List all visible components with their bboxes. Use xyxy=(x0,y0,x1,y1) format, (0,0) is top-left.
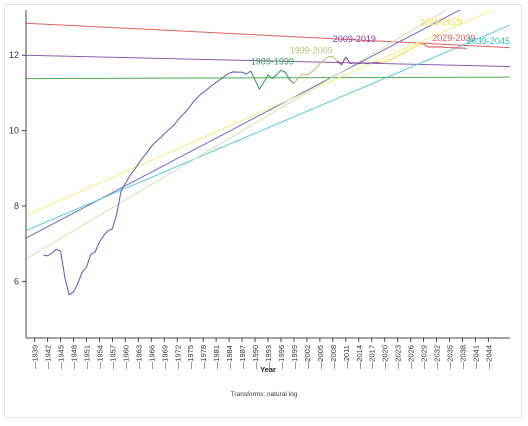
x-tick-label-2026: —2026 xyxy=(407,345,416,369)
x-tick-label-1999: —1999 xyxy=(290,345,299,369)
x-tick-label-1945: —1945 xyxy=(57,345,66,369)
trend-line-3 xyxy=(26,10,461,239)
x-tick-label-2017: —2017 xyxy=(368,345,377,369)
trend-line-4 xyxy=(26,10,495,216)
x-tick-label-1957: —1957 xyxy=(108,345,117,369)
x-tick-label-1978: —1978 xyxy=(199,345,208,369)
x-tick-label-2008: —2008 xyxy=(329,345,338,369)
x-tick-label-1981: —1981 xyxy=(212,345,221,369)
x-tick-label-2029: —2029 xyxy=(420,345,429,369)
y-tick-label-8: 8 xyxy=(14,201,19,211)
trend-line-1 xyxy=(26,54,510,68)
x-tick-label-2023: —2023 xyxy=(394,345,403,369)
series-line-2029-2039 xyxy=(423,43,467,50)
annotation-2029-2039: 2029-2039 xyxy=(432,33,475,43)
x-tick-label-1990: —1990 xyxy=(251,345,260,369)
annotation-1999-2009: 1999-2009 xyxy=(290,45,333,55)
x-tick-label-1960: —1960 xyxy=(121,345,130,369)
x-tick-label-1972: —1972 xyxy=(173,345,182,369)
x-tick-label-1939: —1939 xyxy=(31,345,40,369)
series-line-2009-2019 xyxy=(336,56,381,66)
x-tick-label-2035: —2035 xyxy=(446,345,455,369)
x-tick-label-1951: —1951 xyxy=(83,345,92,369)
annotation-2009-2019: 2009-2019 xyxy=(333,34,376,44)
x-tick-label-1993: —1993 xyxy=(264,345,273,369)
x-tick-label-1963: —1963 xyxy=(134,345,143,369)
x-tick-label-2002: —2002 xyxy=(303,345,312,369)
trend-line-5 xyxy=(26,24,510,232)
x-tick-label-1954: —1954 xyxy=(95,345,104,369)
x-tick-label-1948: —1948 xyxy=(70,345,79,369)
annotation-2019-2029: 2019-2029 xyxy=(419,17,462,27)
x-tick-label-1975: —1975 xyxy=(186,345,195,369)
series-line-1999-2009 xyxy=(293,56,338,84)
x-tick-label-2038: —2038 xyxy=(458,345,467,369)
trend-line-6 xyxy=(26,10,448,260)
series-line-1989-1999 xyxy=(250,69,295,90)
series-line-2019-2029 xyxy=(380,43,424,64)
series-line-historical xyxy=(43,70,252,296)
x-tick-label-2014: —2014 xyxy=(355,345,364,369)
series-lines xyxy=(43,43,467,296)
y-tick-label-6: 6 xyxy=(14,276,19,286)
x-tick-label-2041: —2041 xyxy=(471,345,480,369)
x-tick-label-1966: —1966 xyxy=(147,345,156,369)
x-tick-label-1996: —1996 xyxy=(277,345,286,369)
axes: 6 8 10 12 —1939 —1942 —1945 —1948 —1951 —1954 —195… xyxy=(9,10,510,369)
x-tick-label-1942: —1942 xyxy=(44,345,53,369)
annotation-2039-2045: 2039-2045 xyxy=(467,36,510,46)
x-tick-label-1969: —1969 xyxy=(160,345,169,369)
y-tick-label-12: 12 xyxy=(9,50,19,60)
x-tick-label-1984: —1984 xyxy=(225,345,234,369)
x-axis-title: Year xyxy=(260,365,276,374)
x-tick-label-2011: —2011 xyxy=(342,345,351,369)
transform-footnote: Transforms: natural log xyxy=(231,391,298,398)
x-tick-label-2005: —2005 xyxy=(316,345,325,369)
trend-line-0 xyxy=(26,22,510,49)
x-tick-label-2032: —2032 xyxy=(433,345,442,369)
chart-frame xyxy=(4,4,522,418)
x-tick-label-2044: —2044 xyxy=(484,345,493,369)
y-tick-label-10: 10 xyxy=(9,126,19,136)
trend-lines xyxy=(26,10,510,260)
x-tick-label-2020: —2020 xyxy=(381,345,390,369)
trend-line-2 xyxy=(26,76,510,80)
x-tick-label-1987: —1987 xyxy=(238,345,247,369)
annotation-1989-1999: 1989-1999 xyxy=(251,57,294,67)
